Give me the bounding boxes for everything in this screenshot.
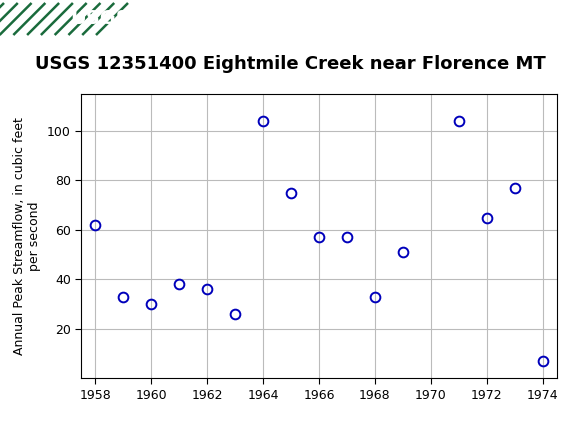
Bar [4,3,64,35]
Text: USGS 12351400 Eightmile Creek near Florence MT: USGS 12351400 Eightmile Creek near Flore… [35,55,545,73]
Y-axis label: Annual Peak Streamflow, in cubic feet
per second: Annual Peak Streamflow, in cubic feet pe… [13,117,41,355]
Text: USGS: USGS [70,9,130,28]
